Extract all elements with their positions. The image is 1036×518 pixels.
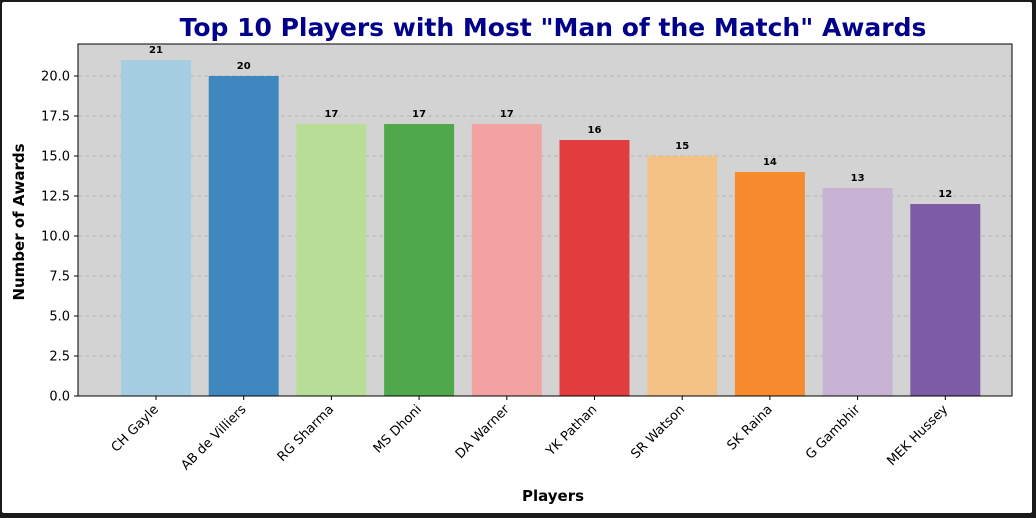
bar xyxy=(471,124,542,396)
x-axis-label: Players xyxy=(522,487,584,505)
bar xyxy=(559,140,630,396)
y-tick-label: 2.5 xyxy=(49,350,70,365)
y-tick-label: 7.5 xyxy=(49,270,70,285)
x-axis-ticks: CH Gayle AB de Villiers RG Sharma MS Dhoni D… xyxy=(109,396,951,473)
data-label: 13 xyxy=(851,173,865,184)
bars xyxy=(121,60,981,396)
bar xyxy=(734,172,805,396)
x-tick-label: G Gambhir xyxy=(803,402,864,463)
data-label: 17 xyxy=(324,109,338,120)
x-tick-label: DA Warner xyxy=(453,402,513,462)
data-label: 15 xyxy=(675,141,689,152)
x-tick-label: AB de Villiers xyxy=(178,402,249,473)
bar xyxy=(384,124,455,396)
y-tick-label: 17.5 xyxy=(41,110,70,125)
y-tick-label: 0.0 xyxy=(49,390,70,405)
chart-title: Top 10 Players with Most "Man of the Mat… xyxy=(180,13,927,42)
x-tick-label: YK Pathan xyxy=(543,402,601,460)
data-labels: 21 20 17 17 17 16 15 14 13 12 xyxy=(149,45,952,200)
y-tick-label: 12.5 xyxy=(41,190,70,205)
data-label: 17 xyxy=(412,109,426,120)
x-tick-label: MEK Hussey xyxy=(884,402,951,469)
data-label: 12 xyxy=(938,189,952,200)
y-axis-ticks: 0.0 2.5 5.0 7.5 10.0 12.5 15.0 17.5 20.0 xyxy=(41,70,78,405)
bar xyxy=(647,156,718,396)
data-label: 17 xyxy=(500,109,514,120)
y-tick-label: 15.0 xyxy=(41,150,70,165)
bar xyxy=(296,124,367,396)
x-tick-label: MS Dhoni xyxy=(371,402,425,456)
plot-border xyxy=(77,43,1013,397)
y-tick-label: 10.0 xyxy=(41,230,70,245)
bar xyxy=(910,204,981,396)
y-tick-label: 20.0 xyxy=(41,70,70,85)
data-label: 21 xyxy=(149,45,163,56)
x-tick-label: RG Sharma xyxy=(275,402,338,465)
x-tick-label: SR Watson xyxy=(628,402,688,462)
y-axis-label: Number of Awards xyxy=(10,143,28,300)
data-label: 20 xyxy=(237,61,251,72)
bar xyxy=(208,76,279,396)
bar xyxy=(822,188,893,396)
x-tick-label: CH Gayle xyxy=(109,402,162,455)
data-label: 16 xyxy=(588,125,602,136)
data-label: 14 xyxy=(763,157,777,168)
x-tick-label: SK Raina xyxy=(724,402,775,453)
bar xyxy=(121,60,191,396)
y-tick-label: 5.0 xyxy=(49,310,70,325)
